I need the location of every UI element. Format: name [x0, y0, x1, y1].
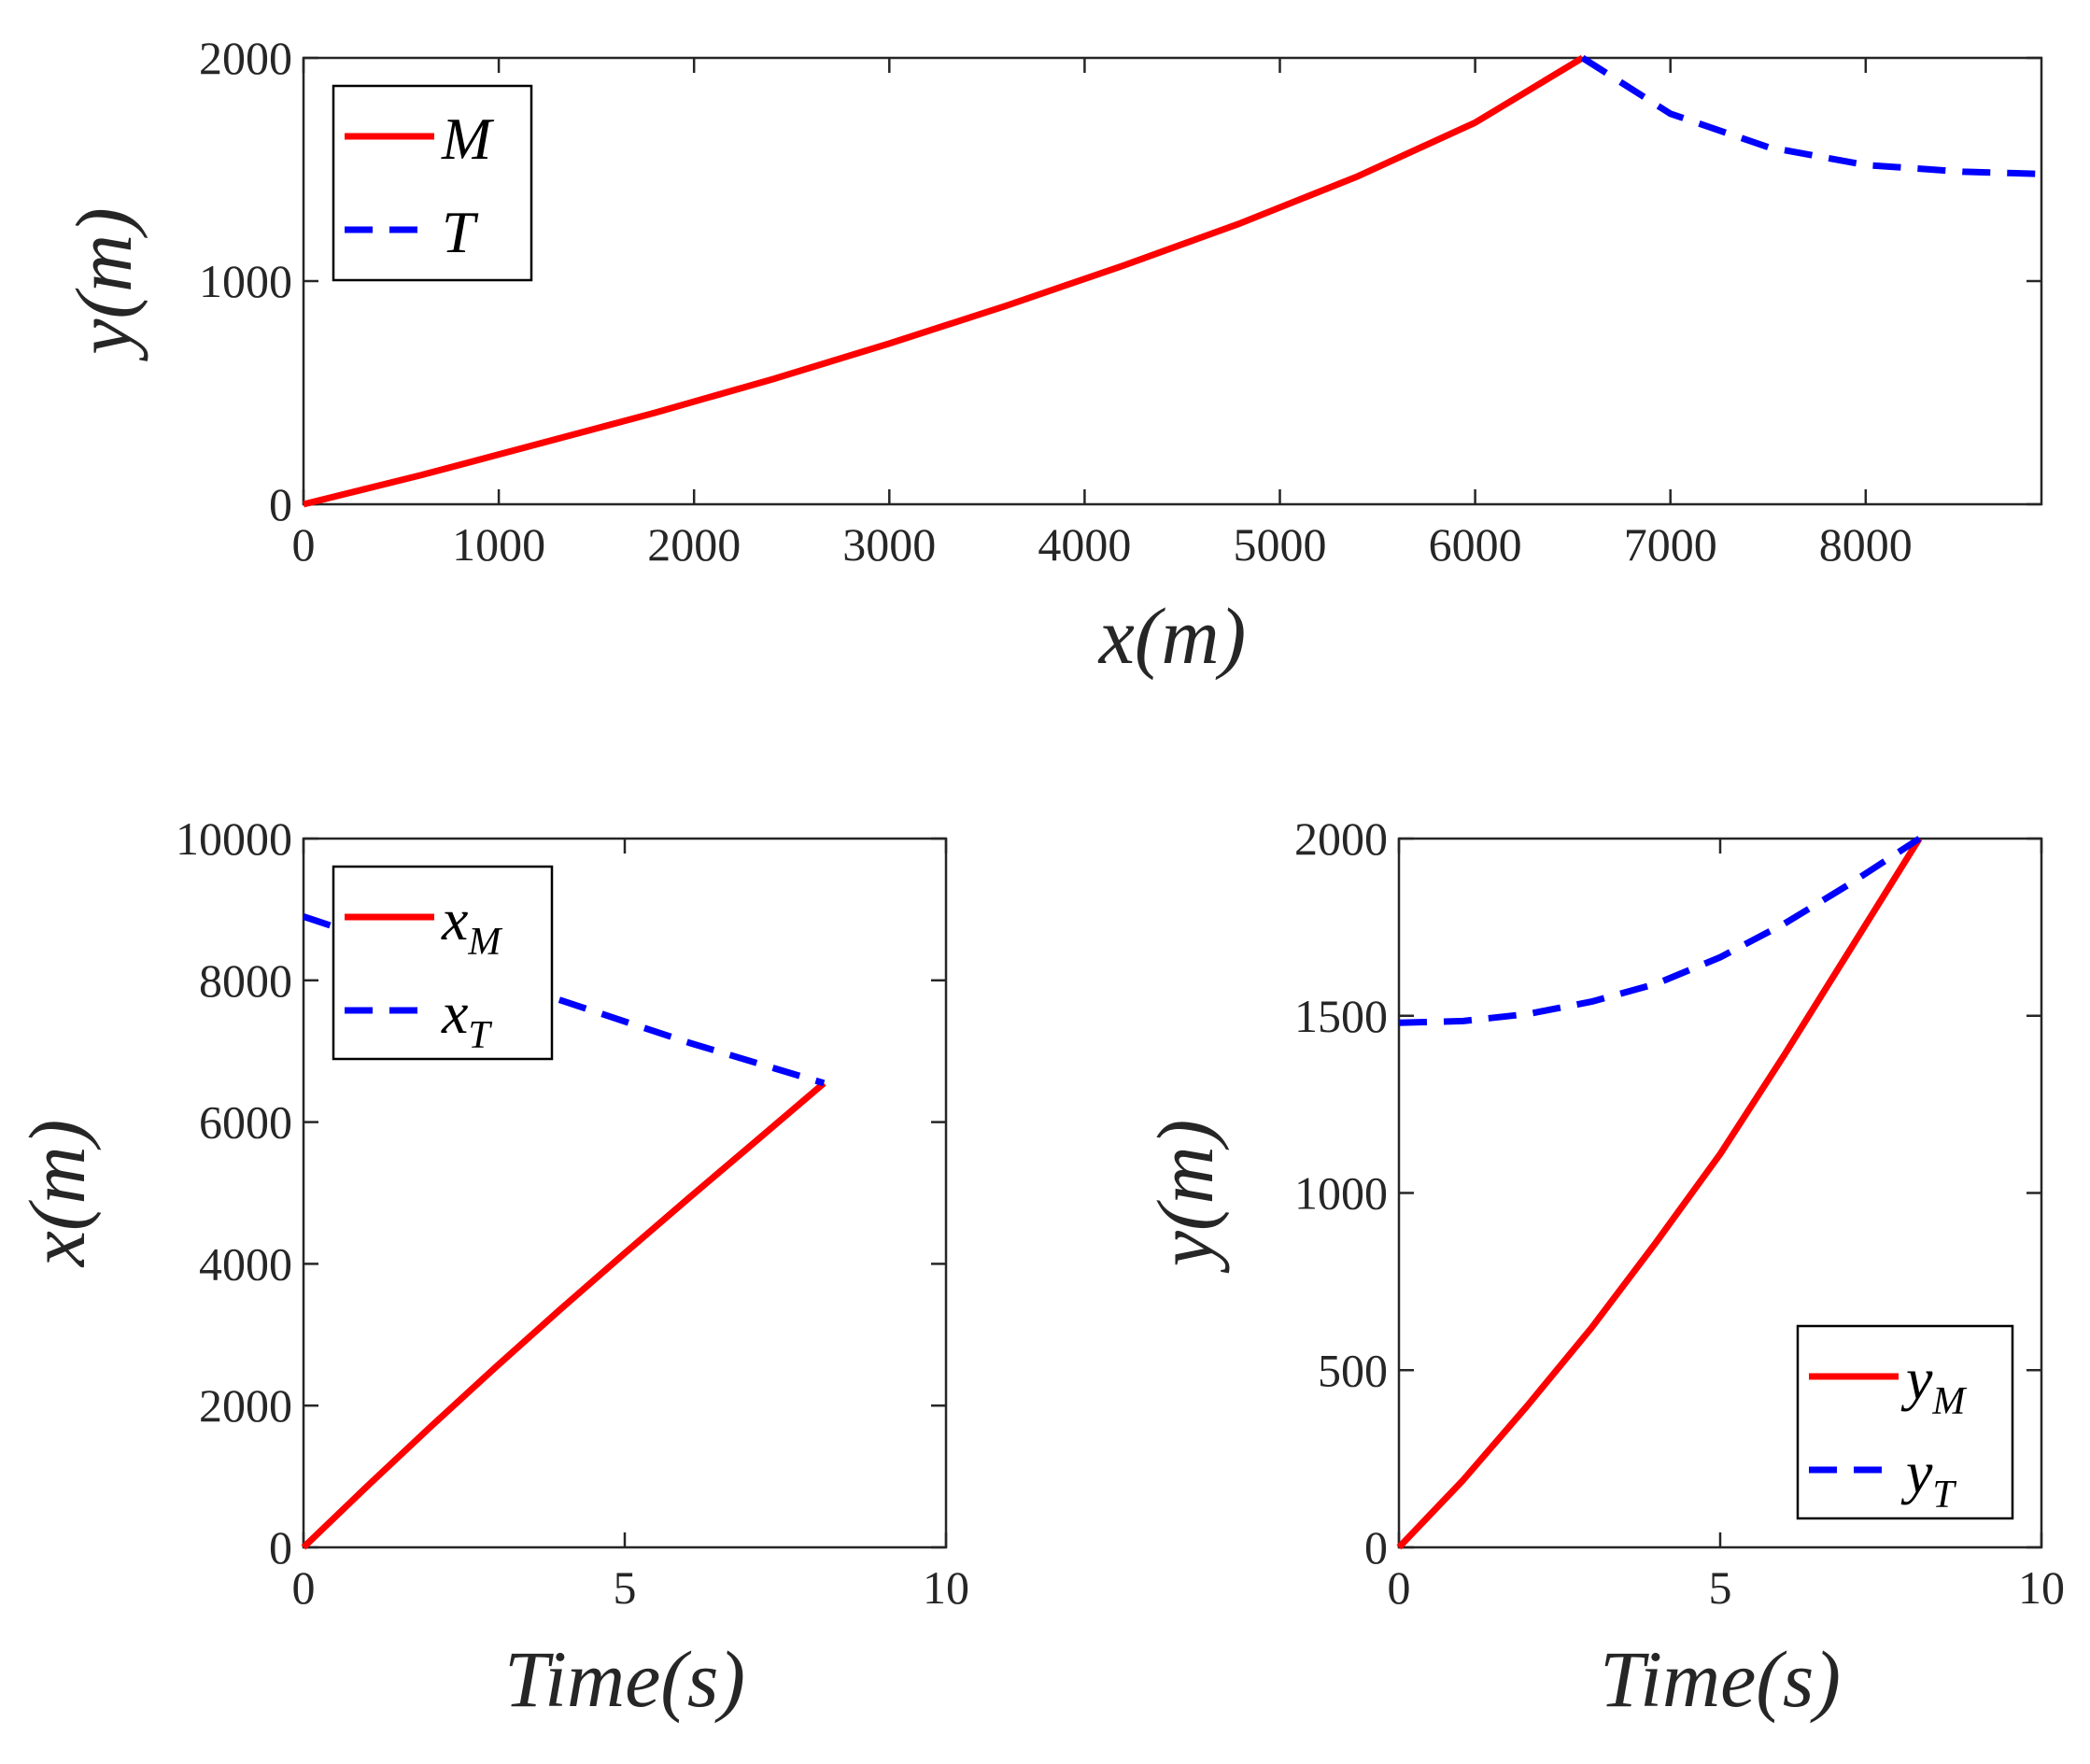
x-tick-label: 0	[1388, 1561, 1411, 1614]
x-tick-label: 3000	[842, 518, 936, 571]
y-tick-label: 0	[269, 478, 292, 530]
series-line-T	[1580, 55, 2042, 177]
y-tick-label: 1000	[199, 255, 292, 307]
x-tick-label: 2000	[647, 518, 741, 571]
legend-subscript: T	[468, 1014, 492, 1057]
series-line-x_M	[301, 1080, 826, 1550]
x-tick-label: 10	[923, 1561, 969, 1614]
y-tick-label: 0	[269, 1521, 292, 1573]
legend-box	[1796, 1324, 2014, 1520]
chart-bottom-left: 0 5 10 0 2000 4000 6000 8000 10000 Time(s) x(m) xMx…	[12, 812, 969, 1724]
x-tick-label: 6000	[1429, 518, 1522, 571]
y-axis-label: y(m)	[59, 207, 148, 362]
y-tick-label: 4000	[199, 1237, 292, 1290]
y-tick-label: 6000	[199, 1096, 292, 1149]
y-tick-label: 2000	[1294, 812, 1388, 865]
series-line-y_T	[1398, 836, 1922, 1026]
y-axis-label: x(m)	[12, 1120, 102, 1269]
chart-top: 0 1000 2000 3000 4000 5000 6000 7000 8000 0 1000 20…	[59, 32, 2043, 681]
y-tick-label: 2000	[199, 1379, 292, 1432]
legend-subscript: M	[1931, 1380, 1967, 1423]
x-tick-label: 5	[614, 1561, 637, 1614]
x-tick-label: 0	[292, 1561, 316, 1614]
x-tick-label: 0	[292, 518, 316, 571]
y-axis-label: y(m)	[1140, 1120, 1230, 1275]
legend-box	[332, 865, 554, 1061]
x-tick-label: 1000	[452, 518, 545, 571]
y-tick-label: 500	[1318, 1344, 1388, 1396]
series-line-M	[303, 55, 1585, 508]
y-tick-label: 2000	[199, 32, 292, 84]
x-tick-label: 10	[2018, 1561, 2065, 1614]
y-tick-label: 0	[1364, 1521, 1388, 1573]
x-tick-label: 5000	[1234, 518, 1327, 571]
legend-box	[332, 84, 533, 282]
x-axis-label: x(m)	[1097, 591, 1247, 681]
legend-label-T: T	[442, 199, 479, 265]
series-line-y_M	[1396, 837, 1923, 1550]
y-tick-label: 10000	[176, 812, 292, 865]
y-tick-label: 1500	[1294, 990, 1388, 1042]
x-tick-label: 8000	[1819, 518, 1913, 571]
x-tick-label: 5	[1709, 1561, 1732, 1614]
legend-label-y_T: yT	[1900, 1439, 1956, 1517]
legend-subscript: T	[1932, 1474, 1956, 1517]
y-tick-label: 8000	[199, 954, 292, 1007]
x-tick-label: 4000	[1038, 518, 1131, 571]
y-tick-label: 1000	[1294, 1167, 1388, 1220]
legend: MT	[332, 84, 533, 282]
legend-subscript: M	[467, 921, 502, 964]
x-axis-label: Time(s)	[1600, 1634, 1841, 1724]
x-axis-label: Time(s)	[504, 1634, 745, 1724]
x-tick-label: 7000	[1624, 518, 1717, 571]
legend-label-M: M	[441, 106, 495, 172]
